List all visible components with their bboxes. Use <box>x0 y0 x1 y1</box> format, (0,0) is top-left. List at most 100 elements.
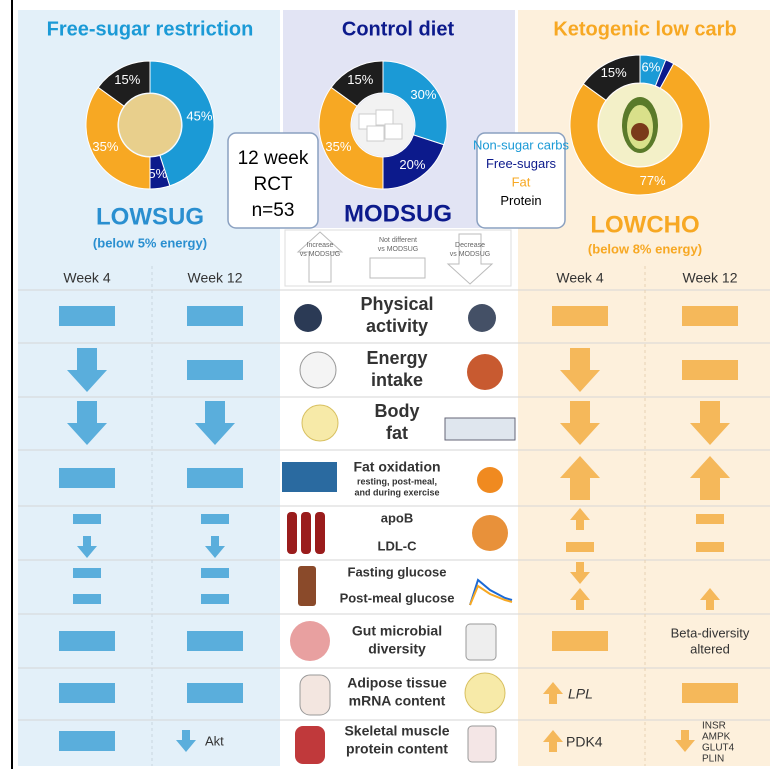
increase-arrow <box>560 456 600 500</box>
adipocytes <box>464 672 506 714</box>
segment-label: 15% <box>347 72 373 87</box>
key-text: Increase <box>307 242 334 249</box>
no-change <box>187 468 243 488</box>
outcome-label: intake <box>371 370 423 390</box>
legend-box <box>476 132 566 229</box>
no-change <box>552 631 608 651</box>
donut-segment <box>85 86 151 190</box>
week-label: Week 4 <box>556 270 603 286</box>
no-change <box>187 306 243 326</box>
increase-arrow <box>543 730 563 752</box>
segment-label: 20% <box>399 157 425 172</box>
week-label: Week 4 <box>63 270 110 286</box>
outcome-label: Adipose tissue <box>347 675 447 691</box>
cell-note: GLUT4 <box>702 743 735 754</box>
decrease-arrow <box>570 562 590 584</box>
glucose-curve <box>469 584 513 606</box>
week-label: Week 12 <box>683 270 738 286</box>
increase-arrow <box>700 588 720 610</box>
sugar-cube <box>366 125 385 142</box>
outcome-label: apoB <box>381 510 414 525</box>
decrease-arrow <box>77 536 97 558</box>
donut-segment <box>582 54 641 102</box>
segment-label: 35% <box>325 139 351 154</box>
legend-entry: Free-sugars <box>486 156 557 171</box>
outcome-label: Physical <box>360 294 433 314</box>
panel-title: Ketogenic low carb <box>553 18 736 40</box>
study-box <box>227 132 319 229</box>
outcome-label: Body <box>375 401 420 421</box>
decrease-arrow <box>195 401 235 445</box>
donut-segment <box>382 60 448 146</box>
increase-arrow <box>570 588 590 610</box>
outcome-label: Skeletal muscle <box>344 723 449 739</box>
lipoprotein <box>472 515 508 551</box>
no-change <box>59 683 115 703</box>
decrease-arrow <box>690 401 730 445</box>
gut <box>290 621 330 661</box>
decrease-arrow <box>560 401 600 445</box>
no-change <box>187 360 243 380</box>
outcome-label: Gut microbial <box>352 623 442 639</box>
sample-pot <box>467 725 497 763</box>
no-change-small <box>566 542 594 552</box>
key-text: vs MODSUG <box>300 251 340 258</box>
donut-segment <box>97 60 151 107</box>
no-change-small <box>73 568 101 578</box>
outcome-label: Fasting glucose <box>348 564 447 579</box>
increase-arrow <box>690 456 730 500</box>
no-change <box>59 468 115 488</box>
segment-label: 15% <box>114 72 140 87</box>
group-note: (below 5% energy) <box>93 235 207 250</box>
group-note: (below 8% energy) <box>588 241 702 256</box>
key-same <box>369 257 426 279</box>
outcome-label: protein content <box>346 741 448 757</box>
increase-arrow <box>543 682 563 704</box>
group-name: LOWSUG <box>96 203 204 230</box>
legend-entry: Protein <box>500 193 541 208</box>
no-change-small <box>696 514 724 524</box>
treadmill <box>282 462 337 492</box>
outcome-label: Post-meal glucose <box>340 590 455 605</box>
segment-label: 30% <box>410 87 436 102</box>
avocado-pit <box>631 123 649 141</box>
donut-segment <box>318 86 384 190</box>
study-text: n=53 <box>252 200 295 221</box>
runner <box>294 304 322 332</box>
segment-label: 35% <box>92 139 118 154</box>
no-change <box>187 683 243 703</box>
cell-note: PDK4 <box>566 734 603 750</box>
decrease-arrow <box>67 348 107 392</box>
decrease-arrow <box>560 348 600 392</box>
key-up <box>296 231 344 283</box>
outcome-sub: and during exercise <box>354 487 439 497</box>
legend-entry: Fat <box>512 174 531 189</box>
blood-tube <box>301 512 311 554</box>
sugar-cube <box>384 123 403 140</box>
flame <box>477 467 503 493</box>
cell-note: LPL <box>568 686 593 702</box>
donut-segment <box>569 62 711 196</box>
decrease-arrow <box>675 730 695 752</box>
food <box>467 354 503 390</box>
study-text: 12 week <box>238 148 309 169</box>
outcome-label: Fat oxidation <box>353 459 440 475</box>
panel-title: Control diet <box>342 18 455 40</box>
donut-image <box>119 94 181 156</box>
donut-segment <box>149 60 215 187</box>
scanner <box>444 417 516 441</box>
segment-label: 77% <box>640 173 666 188</box>
key-text: vs MODSUG <box>450 251 490 258</box>
no-change <box>187 631 243 651</box>
outcome-label: activity <box>366 316 428 336</box>
blood-tube <box>287 512 297 554</box>
key-frame <box>284 229 512 287</box>
sugar-cube <box>375 109 394 126</box>
no-change <box>59 631 115 651</box>
blood-tube <box>315 512 325 554</box>
no-change <box>682 306 738 326</box>
group-name: MODSUG <box>344 200 452 227</box>
no-change <box>552 306 608 326</box>
outcome-label: Energy <box>366 348 427 368</box>
